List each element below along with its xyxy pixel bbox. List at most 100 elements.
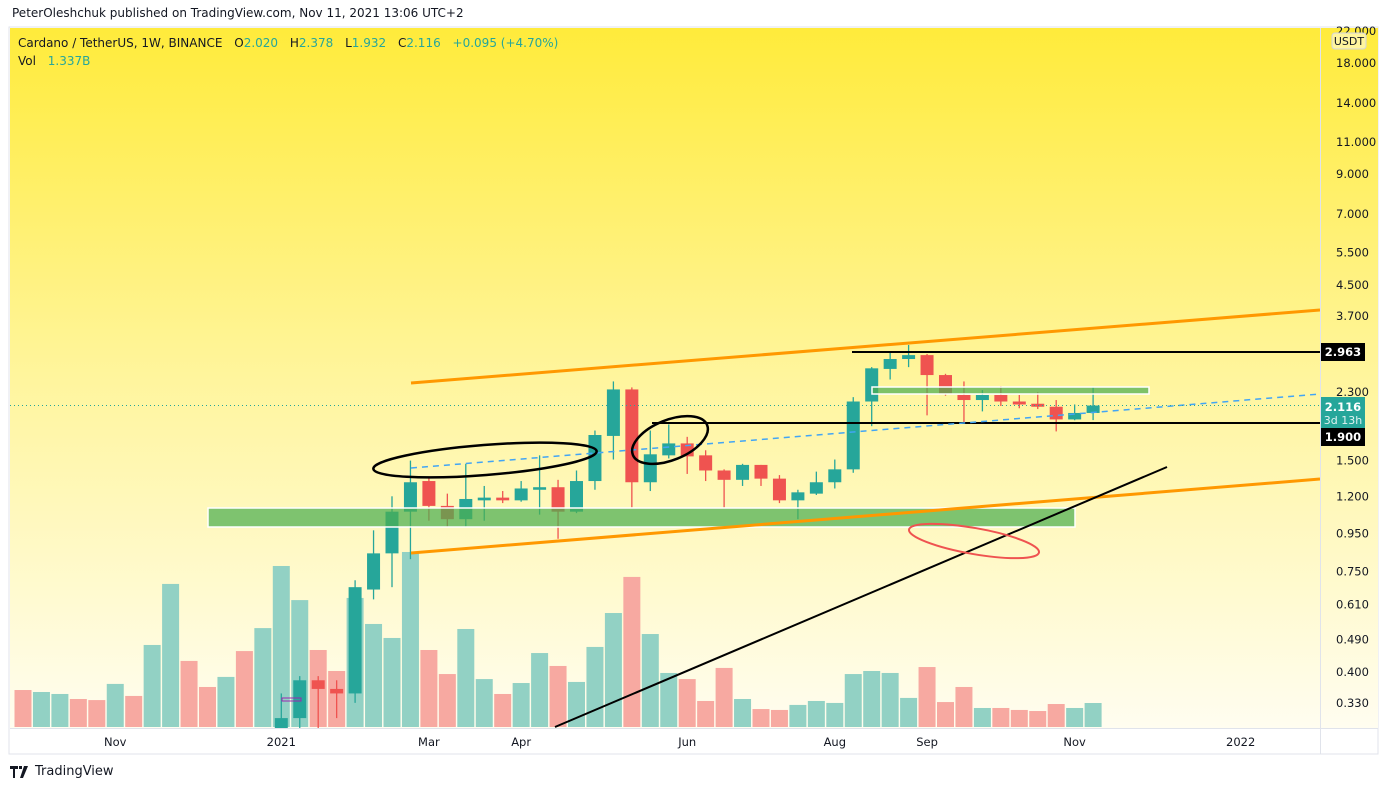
price-tick-label: 0.750 bbox=[1336, 564, 1369, 578]
high-value: 2.378 bbox=[298, 36, 334, 50]
candle-body[interactable] bbox=[311, 680, 325, 689]
candle-body[interactable] bbox=[1031, 403, 1045, 407]
time-tick-label: 2022 bbox=[1226, 735, 1255, 749]
symbol-legend: Cardano / TetherUS, 1W, BINANCE O2.020 H… bbox=[18, 34, 558, 70]
volume-bar bbox=[125, 695, 143, 727]
close-label: C bbox=[397, 36, 407, 50]
candle-body[interactable] bbox=[348, 587, 362, 694]
time-tick-label: Jun bbox=[677, 735, 696, 749]
candle-body[interactable] bbox=[957, 395, 971, 401]
candle-body[interactable] bbox=[1012, 401, 1026, 405]
candle-body[interactable] bbox=[422, 481, 436, 506]
volume-bar bbox=[401, 551, 419, 727]
open-value: 2.020 bbox=[243, 36, 279, 50]
candle-body[interactable] bbox=[274, 718, 288, 729]
candle-body[interactable] bbox=[606, 389, 620, 436]
tradingview-footer[interactable]: TradingView bbox=[10, 764, 114, 779]
price-tick-label: 1.500 bbox=[1336, 454, 1369, 468]
candle-body[interactable] bbox=[717, 470, 731, 480]
support-badge: 1.900 bbox=[1321, 428, 1365, 446]
volume-bar bbox=[14, 690, 32, 727]
candle-body[interactable] bbox=[902, 355, 916, 360]
volume-bar bbox=[770, 709, 788, 727]
candle-body[interactable] bbox=[846, 401, 860, 470]
candle-body[interactable] bbox=[514, 488, 528, 501]
candle-body[interactable] bbox=[1086, 405, 1100, 413]
candle-body[interactable] bbox=[643, 454, 657, 483]
candle-body[interactable] bbox=[551, 487, 565, 512]
volume-bar bbox=[660, 672, 678, 727]
candle-body[interactable] bbox=[865, 368, 879, 402]
time-tick-label: Mar bbox=[418, 735, 440, 749]
price-tick-label: 0.400 bbox=[1336, 665, 1369, 679]
price-tick-label: 0.490 bbox=[1336, 633, 1369, 647]
support-zone-drawing[interactable] bbox=[207, 507, 1076, 528]
chart-background bbox=[10, 28, 1378, 728]
resistance-badge: 2.963 bbox=[1321, 343, 1365, 361]
volume-bar bbox=[789, 704, 807, 727]
candle-body[interactable] bbox=[496, 497, 510, 501]
volume-bar bbox=[844, 674, 862, 727]
candle-body[interactable] bbox=[1049, 406, 1063, 420]
time-tick-label: Nov bbox=[1063, 735, 1086, 749]
dashed-trend-line[interactable] bbox=[410, 393, 1320, 469]
change-value: +0.095 (+4.70%) bbox=[452, 36, 559, 50]
symbol-name[interactable]: Cardano / TetherUS, 1W, BINANCE bbox=[18, 36, 223, 50]
volume-value: 1.337B bbox=[47, 54, 91, 68]
candle-body[interactable] bbox=[920, 355, 934, 376]
candle-body[interactable] bbox=[699, 455, 713, 471]
volume-label[interactable]: Vol bbox=[18, 54, 36, 68]
ellipse-drawing-2[interactable] bbox=[625, 406, 714, 473]
candle-body[interactable] bbox=[754, 464, 768, 479]
last-price-text: 2.116 bbox=[1325, 400, 1361, 414]
candle-body[interactable] bbox=[772, 478, 786, 501]
volume-bar bbox=[457, 628, 475, 727]
tradingview-brand: TradingView bbox=[35, 764, 114, 779]
candle-body[interactable] bbox=[994, 395, 1008, 402]
candle-body[interactable] bbox=[330, 688, 344, 694]
candle-body[interactable] bbox=[736, 464, 750, 480]
volume-bar bbox=[863, 670, 881, 727]
volume-bar bbox=[697, 700, 715, 727]
resistance-zone-drawing[interactable] bbox=[871, 386, 1150, 395]
price-tick-label: 14.000 bbox=[1336, 96, 1376, 110]
currency-label[interactable]: USDT bbox=[1331, 32, 1367, 50]
small-rectangle-drawing[interactable] bbox=[281, 697, 302, 702]
volume-bar bbox=[383, 637, 401, 727]
uptrend-line[interactable] bbox=[554, 466, 1168, 728]
drawings bbox=[10, 308, 1320, 728]
volume-bar bbox=[69, 698, 87, 727]
time-scale[interactable]: Nov 2021 Mar Apr Jun Aug Sep Nov 2022 bbox=[104, 735, 1255, 749]
volume-bar bbox=[678, 679, 696, 727]
bar-countdown-text: 3d 13h bbox=[1324, 414, 1362, 427]
last-price-badge: 2.116 3d 13h bbox=[1321, 397, 1365, 428]
candle-body[interactable] bbox=[367, 553, 381, 590]
candle-body[interactable] bbox=[570, 481, 583, 512]
ellipse-drawing-1[interactable] bbox=[372, 436, 598, 483]
time-tick-label: Sep bbox=[916, 735, 938, 749]
volume-bar bbox=[512, 683, 530, 727]
volume-bar bbox=[826, 702, 844, 727]
channel-lower-line[interactable] bbox=[410, 477, 1320, 555]
volume-bar bbox=[715, 667, 733, 727]
candle-body[interactable] bbox=[403, 482, 417, 512]
volume-bar bbox=[586, 646, 604, 727]
candle-body[interactable] bbox=[662, 443, 676, 456]
candle-body[interactable] bbox=[809, 482, 823, 494]
candle-body[interactable] bbox=[625, 389, 639, 483]
candle-body[interactable] bbox=[477, 497, 491, 501]
candle-body[interactable] bbox=[1068, 412, 1082, 420]
channel-upper-line[interactable] bbox=[410, 308, 1320, 385]
candle-body[interactable] bbox=[533, 487, 547, 490]
candle-body[interactable] bbox=[828, 469, 842, 483]
candle-body[interactable] bbox=[975, 395, 989, 401]
ellipse-drawing-red[interactable] bbox=[907, 517, 1042, 566]
volume-bar bbox=[918, 667, 936, 727]
candle-body[interactable] bbox=[883, 359, 897, 369]
candle-body[interactable] bbox=[791, 492, 805, 501]
price-tick-label: 1.200 bbox=[1336, 489, 1369, 503]
volume-bar bbox=[973, 707, 991, 727]
candle-body[interactable] bbox=[293, 680, 307, 719]
volume-bar bbox=[992, 707, 1010, 727]
